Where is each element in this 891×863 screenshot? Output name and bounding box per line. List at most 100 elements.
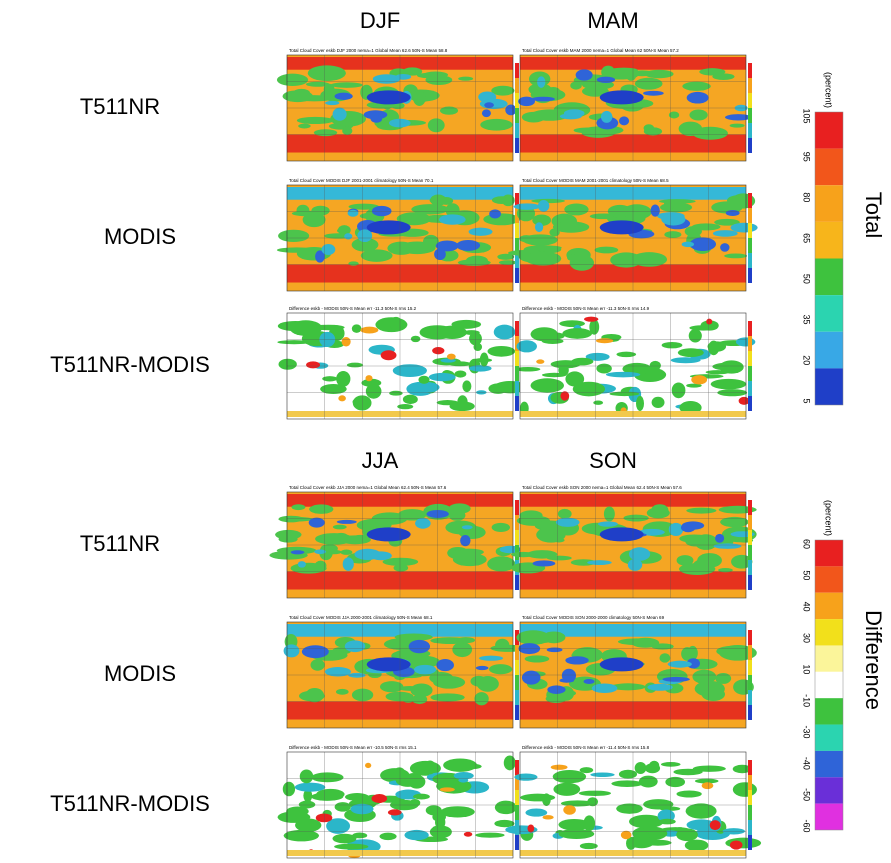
map-patch bbox=[549, 228, 560, 237]
map-patch bbox=[518, 96, 535, 107]
map-patch bbox=[336, 519, 357, 524]
map-patch bbox=[415, 518, 431, 529]
map-patch bbox=[314, 560, 327, 571]
map-patch bbox=[664, 231, 682, 239]
map-legend-swatch bbox=[515, 351, 519, 366]
map-patch bbox=[565, 656, 589, 665]
map-patch bbox=[515, 366, 541, 372]
map-patch bbox=[382, 319, 392, 329]
map-patch bbox=[563, 109, 585, 118]
map-patch bbox=[605, 371, 641, 378]
map-patch bbox=[550, 360, 581, 369]
map-patch bbox=[298, 690, 325, 702]
map-patch bbox=[487, 345, 516, 357]
map-patch bbox=[337, 227, 350, 234]
map-legend-swatch bbox=[748, 193, 752, 208]
colorbar-segment bbox=[815, 671, 843, 699]
map-patch bbox=[541, 245, 562, 250]
map-patch bbox=[597, 521, 618, 527]
map-legend-swatch bbox=[748, 268, 752, 283]
map-legend-swatch bbox=[515, 645, 519, 660]
colorbar-segment bbox=[815, 566, 843, 593]
map-patch bbox=[371, 205, 392, 217]
map-patch bbox=[676, 828, 698, 842]
map-patch bbox=[732, 782, 757, 797]
map-legend-swatch bbox=[748, 575, 752, 590]
map-patch bbox=[491, 522, 510, 532]
map-patch bbox=[395, 73, 412, 80]
colorbar-frame bbox=[814, 539, 844, 831]
map-legend-swatch bbox=[515, 515, 519, 530]
map-patch bbox=[498, 260, 517, 265]
map-panel: Total Cloud Cover MODIS DJF 2001-2001 cl… bbox=[276, 178, 520, 292]
map-patch bbox=[616, 803, 643, 814]
map-patch bbox=[552, 221, 590, 233]
map-legend-swatch bbox=[515, 93, 519, 108]
map-patch bbox=[637, 831, 650, 839]
map-patch bbox=[475, 665, 489, 671]
map-patch bbox=[570, 81, 582, 90]
map-patch bbox=[314, 549, 326, 555]
map-patch bbox=[687, 645, 698, 661]
map-patch bbox=[616, 351, 637, 358]
map-patch bbox=[686, 507, 717, 514]
map-patch bbox=[524, 655, 550, 663]
colorbar-segment bbox=[815, 803, 843, 830]
colorbar-segment bbox=[815, 148, 843, 186]
map-legend-swatch bbox=[748, 208, 752, 223]
map-patch bbox=[294, 782, 326, 792]
map-patch bbox=[379, 681, 404, 693]
map-patch bbox=[436, 659, 454, 672]
map-patch bbox=[560, 391, 570, 401]
map-patch bbox=[487, 556, 516, 572]
map-patch bbox=[513, 203, 541, 210]
map-patch bbox=[473, 358, 493, 363]
map-patch bbox=[705, 370, 730, 375]
map-patch bbox=[458, 777, 469, 783]
map-patch bbox=[555, 517, 580, 527]
map-patch bbox=[585, 352, 610, 361]
map-patch bbox=[717, 389, 748, 397]
colorbar-tick-label: 30 bbox=[802, 633, 812, 643]
map-patch bbox=[491, 85, 515, 96]
colorbar-segment bbox=[815, 724, 843, 751]
map-patch bbox=[411, 204, 449, 215]
colorbar-segment bbox=[815, 112, 843, 149]
map-patch bbox=[627, 558, 643, 571]
map-patch bbox=[505, 104, 517, 116]
map-patch bbox=[361, 378, 382, 387]
map-patch bbox=[416, 72, 440, 79]
panel-title: Difference eskb - MODIS 50N-S Mean err -… bbox=[289, 306, 417, 311]
map-patch bbox=[427, 118, 445, 133]
map-patch bbox=[348, 203, 380, 210]
map-patch bbox=[665, 776, 686, 788]
colorbar-segment bbox=[815, 645, 843, 672]
map-patch bbox=[709, 820, 721, 831]
panel-title: Total Cloud Cover MODIS DJF 2001-2001 cl… bbox=[289, 178, 434, 183]
map-patch bbox=[561, 668, 577, 683]
map-patch bbox=[578, 790, 612, 796]
colorbar-tick-label: -50 bbox=[802, 788, 812, 801]
map-patch bbox=[475, 832, 505, 838]
column-header: DJF bbox=[360, 8, 400, 33]
map-patch bbox=[345, 793, 370, 801]
map-patch bbox=[385, 691, 414, 702]
map-legend-swatch bbox=[748, 790, 752, 805]
colorbar-segment bbox=[815, 295, 843, 332]
map-patch bbox=[392, 364, 427, 378]
map-patch bbox=[573, 127, 602, 134]
map-patch bbox=[350, 803, 374, 815]
map-patch bbox=[435, 240, 459, 252]
map-patch bbox=[456, 637, 476, 644]
map-patch bbox=[525, 808, 548, 817]
map-patch bbox=[618, 116, 630, 126]
map-patch bbox=[584, 316, 599, 322]
map-patch bbox=[720, 243, 730, 252]
map-patch bbox=[547, 637, 561, 644]
map-patch bbox=[708, 340, 720, 356]
map-legend-swatch bbox=[515, 268, 519, 283]
map-legend-swatch bbox=[748, 530, 752, 545]
map-patch bbox=[546, 555, 572, 561]
map-patch bbox=[320, 384, 347, 395]
